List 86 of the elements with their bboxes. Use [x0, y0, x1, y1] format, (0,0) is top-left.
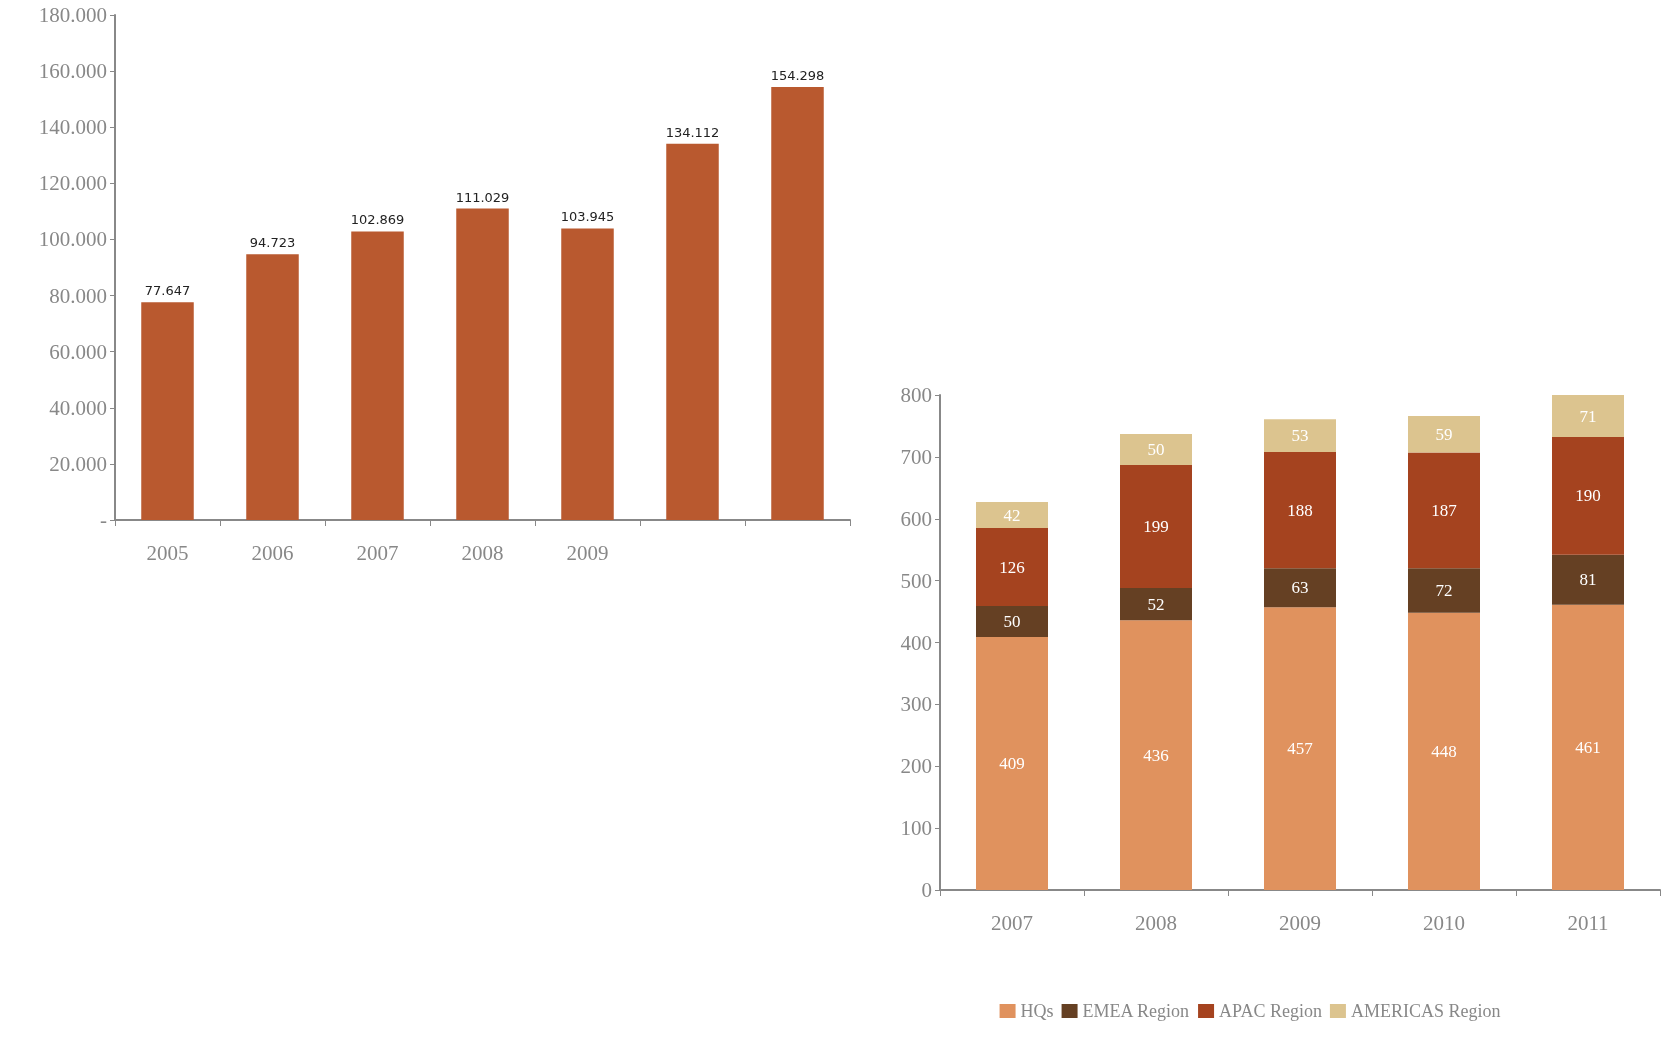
data-label: 448: [1431, 741, 1457, 761]
data-label: 53: [1291, 426, 1309, 446]
y-tick-label: 400: [900, 630, 932, 655]
x-tick-label: 2006: [251, 540, 294, 565]
y-tick-label: -: [100, 508, 107, 532]
bar: [1120, 433, 1192, 465]
y-tick-label: 60.000: [49, 339, 107, 364]
data-label: 199: [1143, 516, 1169, 536]
bar: [1552, 437, 1624, 555]
bar: [456, 208, 509, 520]
data-label: 50: [1003, 611, 1021, 631]
data-label: 409: [999, 753, 1025, 773]
data-label: 102.869: [350, 212, 405, 228]
x-tick-label: 2011: [1567, 910, 1609, 935]
legend-label: AMERICAS Region: [1350, 1001, 1501, 1021]
data-label: 77.647: [144, 283, 191, 299]
bar: [141, 302, 194, 520]
x-tick-label: 2008: [1135, 910, 1177, 935]
bar: [976, 502, 1048, 529]
bar: [246, 254, 299, 520]
x-tick-label: 2007: [356, 540, 399, 565]
data-label: 111.029: [455, 189, 510, 205]
data-label: 154.298: [770, 68, 825, 84]
data-label: 72: [1435, 581, 1453, 601]
bar: [976, 636, 1048, 890]
y-tick-label: 40.000: [49, 395, 107, 420]
y-tick-label: 100: [900, 816, 932, 841]
data-label: 457: [1287, 739, 1314, 759]
legend-label: HQs: [1020, 1001, 1054, 1021]
bar: [771, 87, 824, 520]
data-label: 71: [1579, 406, 1597, 426]
y-tick-label: 300: [900, 692, 932, 717]
y-tick-label: 120.000: [38, 171, 107, 196]
y-tick-label: 600: [900, 506, 932, 531]
x-tick-label: 2009: [566, 540, 609, 565]
bar: [1264, 607, 1336, 890]
y-tick-label: 80.000: [49, 283, 107, 308]
data-label: 94.723: [249, 235, 296, 251]
data-label: 81: [1579, 570, 1597, 590]
bar: [1264, 568, 1336, 608]
data-label: 134.112: [665, 124, 720, 140]
bar: [1408, 452, 1480, 569]
data-label: 63: [1291, 578, 1309, 598]
bar: [351, 231, 404, 520]
bar: [976, 528, 1048, 606]
data-label: 42: [1003, 505, 1021, 525]
data-label: 461: [1575, 737, 1601, 757]
bar: [1120, 464, 1192, 589]
data-label: 50: [1147, 439, 1165, 459]
y-tick-label: 500: [900, 568, 932, 593]
legend-label: EMEA Region: [1082, 1001, 1190, 1021]
y-tick-label: 700: [900, 444, 932, 469]
data-label: 190: [1575, 486, 1601, 506]
x-tick-label: 2010: [1423, 910, 1465, 935]
legend-label: APAC Region: [1219, 1001, 1322, 1021]
bar: [1408, 416, 1480, 453]
bar: [1552, 554, 1624, 605]
data-label: 52: [1147, 594, 1165, 614]
x-tick-label: 2009: [1279, 910, 1321, 935]
y-tick-label: 200: [900, 754, 932, 779]
bar: [1408, 568, 1480, 613]
bar: [1264, 419, 1336, 452]
y-tick-label: 140.000: [38, 115, 107, 140]
data-label: 187: [1431, 500, 1458, 520]
bar: [1120, 620, 1192, 890]
data-label: 436: [1143, 745, 1169, 765]
y-tick-label: 0: [921, 878, 932, 902]
y-tick-label: 180.000: [38, 3, 107, 27]
data-label: 188: [1287, 500, 1313, 520]
y-tick-label: 20.000: [49, 451, 107, 476]
bar: [666, 143, 719, 520]
bar: [1408, 612, 1480, 890]
bar: [976, 605, 1048, 637]
y-tick-label: 160.000: [38, 59, 107, 84]
bar: [1264, 451, 1336, 569]
bar: [1552, 604, 1624, 890]
bar: [1120, 588, 1192, 621]
x-tick-label: 2008: [461, 540, 504, 565]
y-tick-label: 100.000: [38, 227, 107, 252]
data-label: 103.945: [560, 209, 615, 225]
data-label: 59: [1435, 424, 1453, 444]
bar: [561, 228, 614, 520]
x-tick-label: 2007: [991, 910, 1033, 935]
data-label: 126: [999, 557, 1025, 577]
y-tick-label: 800: [900, 383, 932, 407]
x-tick-label: 2005: [146, 540, 189, 565]
